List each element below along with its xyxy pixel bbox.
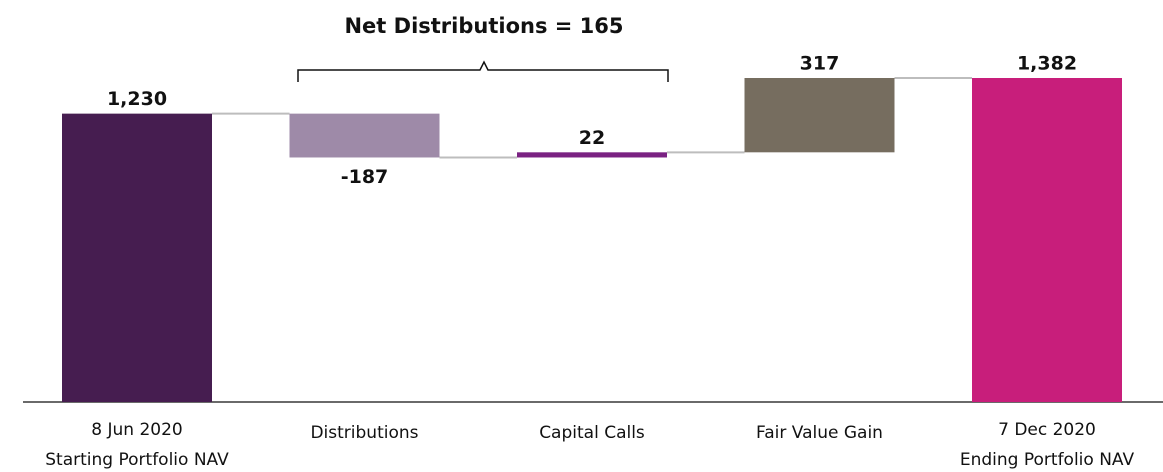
x-tick-label: 7 Dec 2020 [998,420,1096,440]
x-tick-label: Fair Value Gain [756,423,883,443]
x-tick-label: Starting Portfolio NAV [45,450,229,470]
value-label: 1,230 [107,88,167,110]
bar [62,113,212,402]
annotation: Net Distributions = 165 [344,14,623,38]
x-tick-label: 8 Jun 2020 [91,420,182,440]
bar [744,78,895,153]
value-label: 22 [579,127,605,149]
x-tick-label: Distributions [310,423,418,443]
value-label: -187 [341,166,389,188]
x-tick-label: Capital Calls [539,423,645,443]
value-label: 317 [800,53,840,75]
bar [289,113,440,158]
value-label: 1,382 [1017,53,1077,75]
x-tick-label: Ending Portfolio NAV [960,450,1135,470]
bar [517,152,667,158]
bar [972,78,1122,402]
bracket [297,60,669,82]
